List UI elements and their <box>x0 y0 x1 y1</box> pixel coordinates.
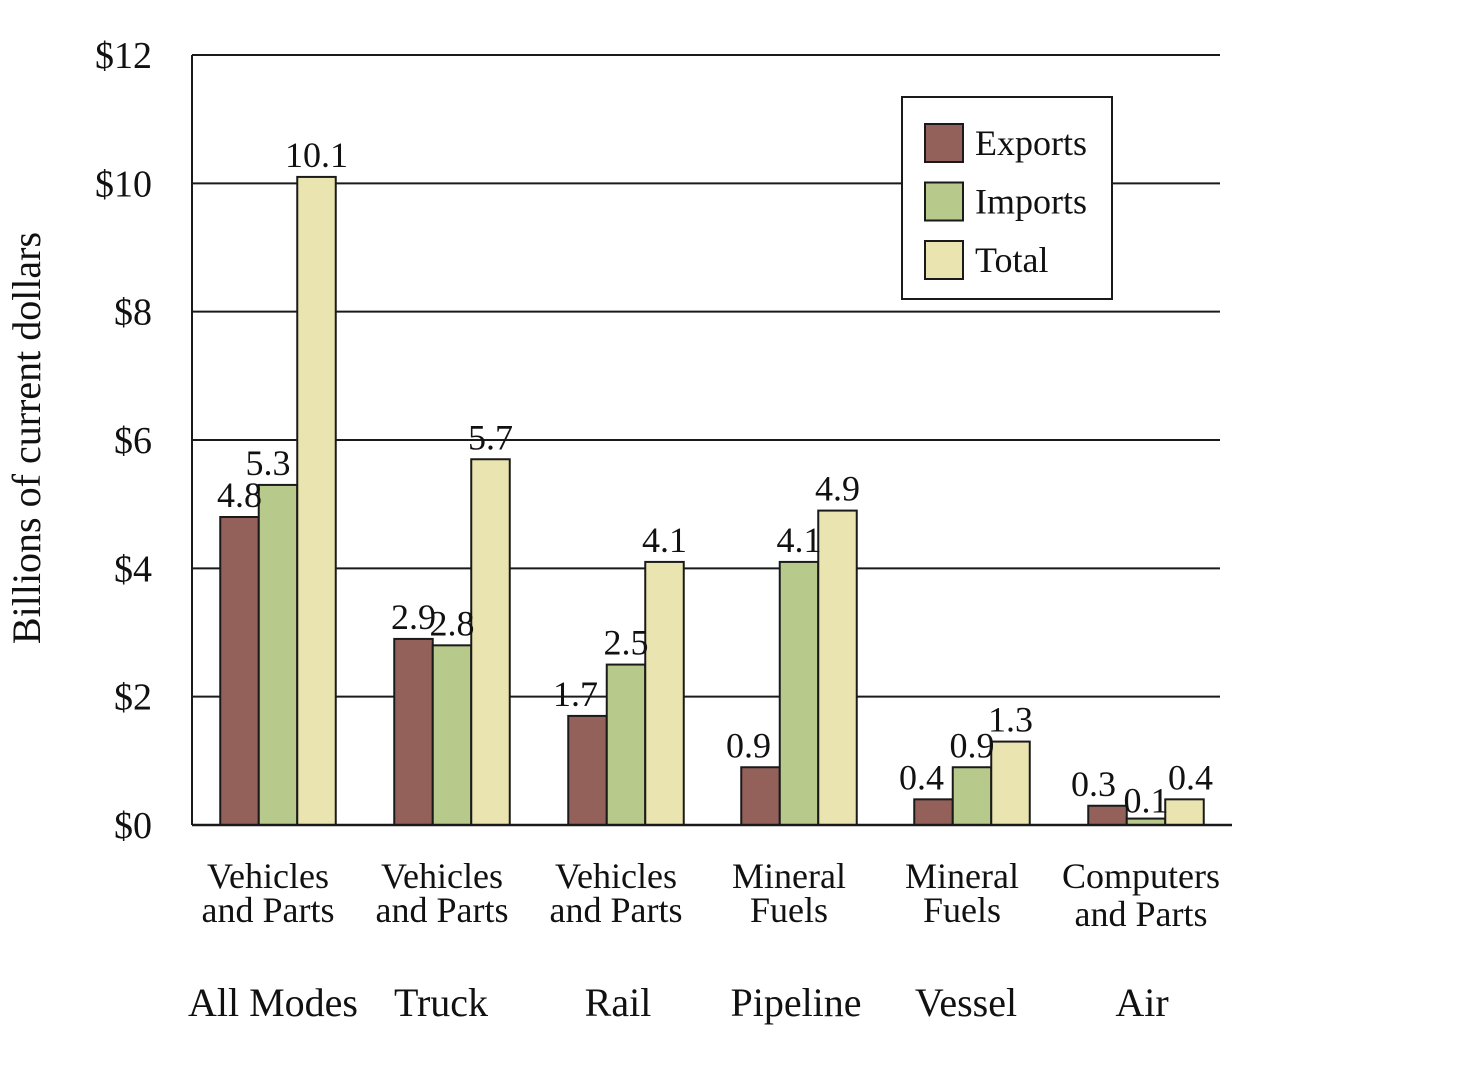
legend-label: Exports <box>975 123 1087 163</box>
value-label: 4.1 <box>642 520 687 560</box>
category-commodity-label: Mineral <box>732 856 846 896</box>
value-label: 1.3 <box>988 700 1033 740</box>
category-commodity-label: Fuels <box>750 890 828 930</box>
category-commodity-label: Fuels <box>923 890 1001 930</box>
bar-total <box>644 560 685 827</box>
value-label: 0.1 <box>1124 781 1169 821</box>
bar-imports <box>431 644 473 826</box>
bar-exports <box>1087 804 1128 826</box>
value-label: 4.8 <box>217 475 262 515</box>
category-commodity-label: Vehicles <box>207 856 329 896</box>
y-tick-label: $10 <box>95 163 152 205</box>
bar-total <box>470 458 511 826</box>
value-label: 5.7 <box>468 417 513 457</box>
value-label: 4.1 <box>777 520 822 560</box>
category-commodity-label: Vehicles <box>381 856 503 896</box>
value-label: 4.9 <box>815 469 860 509</box>
bar-imports <box>951 766 993 826</box>
bar-exports <box>219 516 260 826</box>
y-tick-label: $6 <box>114 420 152 462</box>
category-mode-label: All Modes <box>188 980 358 1025</box>
bar-exports <box>567 714 608 827</box>
axes: $0 $2 $4 $6 $8 $10 $12 <box>95 35 1232 847</box>
category-mode-label: Vessel <box>915 980 1017 1025</box>
bar-imports <box>605 663 647 826</box>
bar-total <box>990 740 1031 826</box>
bar-exports <box>913 798 954 826</box>
bar-total <box>1164 798 1205 826</box>
bar-exports <box>393 637 434 827</box>
value-label: 10.1 <box>285 135 348 175</box>
value-label: 2.9 <box>391 597 436 637</box>
bar-total <box>817 509 858 826</box>
bar-imports <box>257 483 299 826</box>
category-commodity-label: and Parts <box>202 890 335 930</box>
y-axis-title: Billions of current dollars <box>4 232 49 644</box>
value-label: 0.4 <box>899 757 944 797</box>
category-commodity-label: and Parts <box>376 890 509 930</box>
value-label: 1.7 <box>553 674 598 714</box>
category-commodity-label: Computers <box>1062 856 1220 896</box>
value-label: 0.4 <box>1168 757 1213 797</box>
value-label: 5.3 <box>246 443 291 483</box>
legend: Exports Imports Total <box>901 96 1113 300</box>
legend-swatch-imports <box>924 181 964 222</box>
y-tick-label: $8 <box>114 292 152 334</box>
value-labels: 4.82.91.70.90.4 0.35.32.8 2.54.10.90.110.1… <box>217 135 1213 821</box>
y-tick-label: $0 <box>114 805 152 847</box>
category-commodity-label: and Parts <box>1075 894 1208 934</box>
category-commodity-label: Mineral <box>905 856 1019 896</box>
category-mode-label: Truck <box>394 980 488 1025</box>
value-label: 2.5 <box>604 623 649 663</box>
value-label: 0.9 <box>726 725 771 765</box>
y-tick-label: $2 <box>114 677 152 719</box>
category-commodity-label: Vehicles <box>555 856 677 896</box>
category-commodity-label: and Parts <box>550 890 683 930</box>
legend-swatch-exports <box>924 123 964 163</box>
category-mode-label: Air <box>1115 980 1168 1025</box>
value-label: 0.3 <box>1071 764 1116 804</box>
value-label: 0.9 <box>950 725 995 765</box>
y-tick-label: $4 <box>114 548 152 590</box>
gridlines <box>192 54 1220 698</box>
y-tick-label: $12 <box>95 35 152 77</box>
bars <box>219 175 1205 827</box>
bar-exports <box>740 766 781 826</box>
legend-label: Imports <box>975 182 1087 222</box>
legend-swatch-total <box>924 240 964 280</box>
bar-total <box>296 175 337 826</box>
category-mode-label: Rail <box>585 980 652 1025</box>
bar-imports <box>778 560 820 827</box>
value-label: 2.8 <box>430 603 475 643</box>
legend-label: Total <box>975 240 1048 280</box>
category-mode-label: Pipeline <box>730 980 861 1025</box>
